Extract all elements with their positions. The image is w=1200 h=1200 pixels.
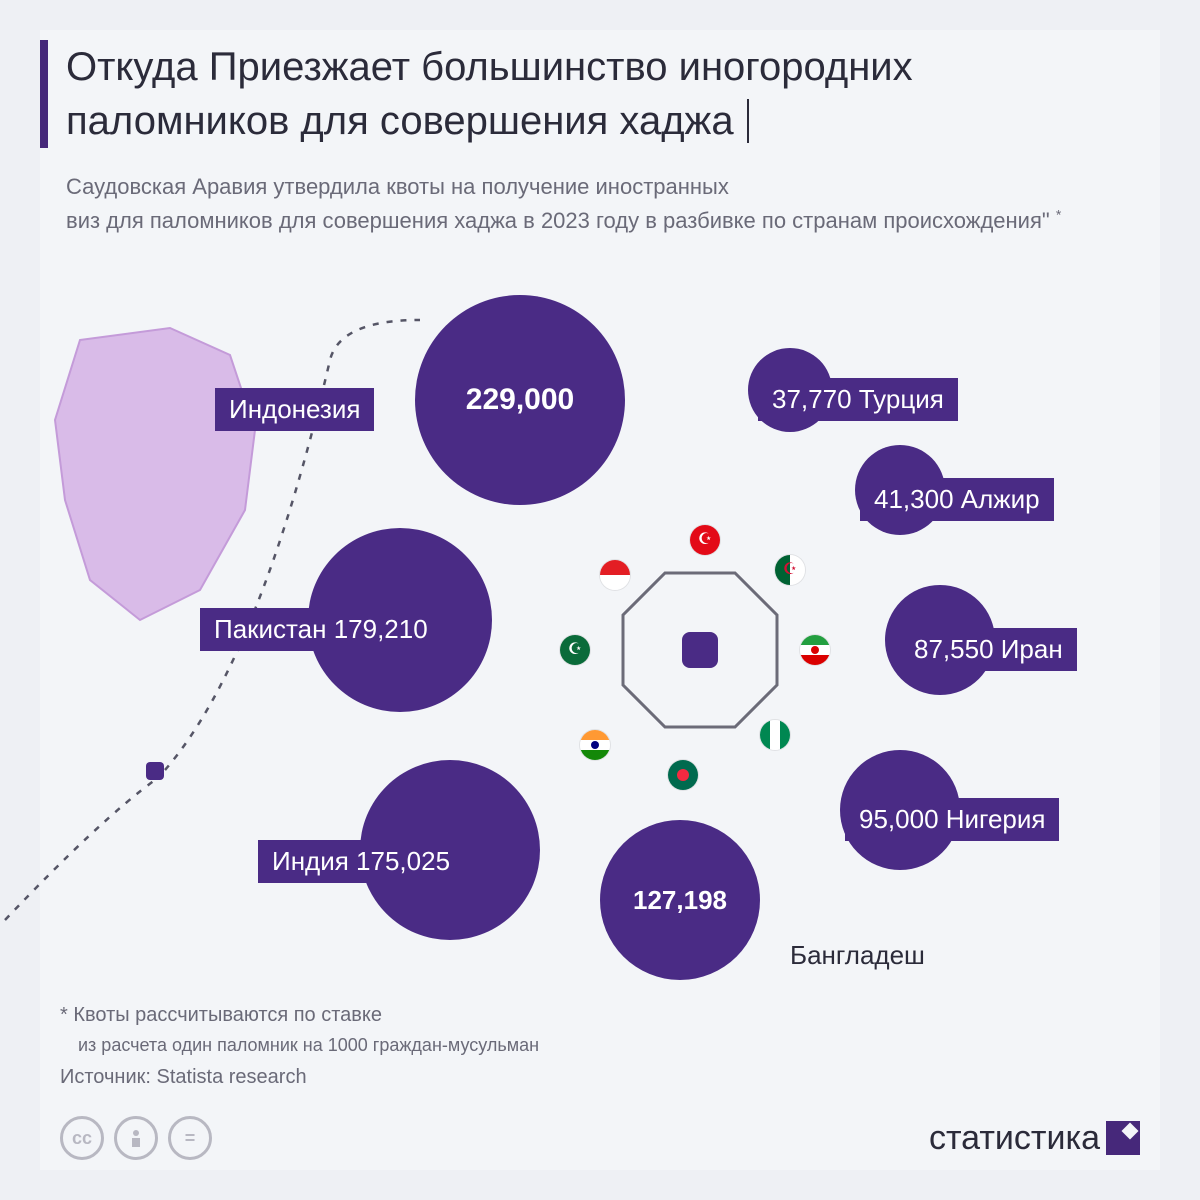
- chart-title: Откуда Приезжает большинство иногородних…: [66, 40, 913, 148]
- footer: cc = статистика: [60, 1116, 1140, 1160]
- title-line-1: Откуда Приезжает большинство иногородних: [66, 45, 913, 89]
- header: Откуда Приезжает большинство иногородних…: [40, 40, 1140, 238]
- source-label: Источник: Statista research: [60, 1062, 307, 1092]
- footnote-line-1: * Квоты рассчитываются по ставке: [60, 1004, 382, 1026]
- subtitle-line-1: Саудовская Аравия утвердила квоты на пол…: [66, 174, 729, 199]
- kaaba-center-icon: [682, 632, 718, 668]
- chart-subtitle: Саудовская Аравия утвердила квоты на пол…: [66, 170, 1140, 238]
- footnote-line-2: из расчета один паломник на 1000 граждан…: [78, 1035, 539, 1055]
- license-icons: cc =: [60, 1116, 212, 1160]
- subtitle-line-2: виз для паломников для совершения хаджа …: [66, 208, 1050, 233]
- brand-logo: статистика: [929, 1119, 1140, 1158]
- brand-mark-icon: [1106, 1121, 1140, 1155]
- nd-icon: =: [168, 1116, 212, 1160]
- title-accent-bar: [40, 40, 48, 148]
- by-icon: [114, 1116, 158, 1160]
- footnote: * Квоты рассчитываются по ставке из расч…: [60, 1000, 539, 1060]
- title-line-2: паломников для совершения хаджа: [66, 99, 734, 143]
- route-lines-icon: [0, 280, 700, 980]
- subtitle-asterisk: *: [1056, 207, 1061, 223]
- brand-text: статистика: [929, 1119, 1100, 1158]
- cc-icon: cc: [60, 1116, 104, 1160]
